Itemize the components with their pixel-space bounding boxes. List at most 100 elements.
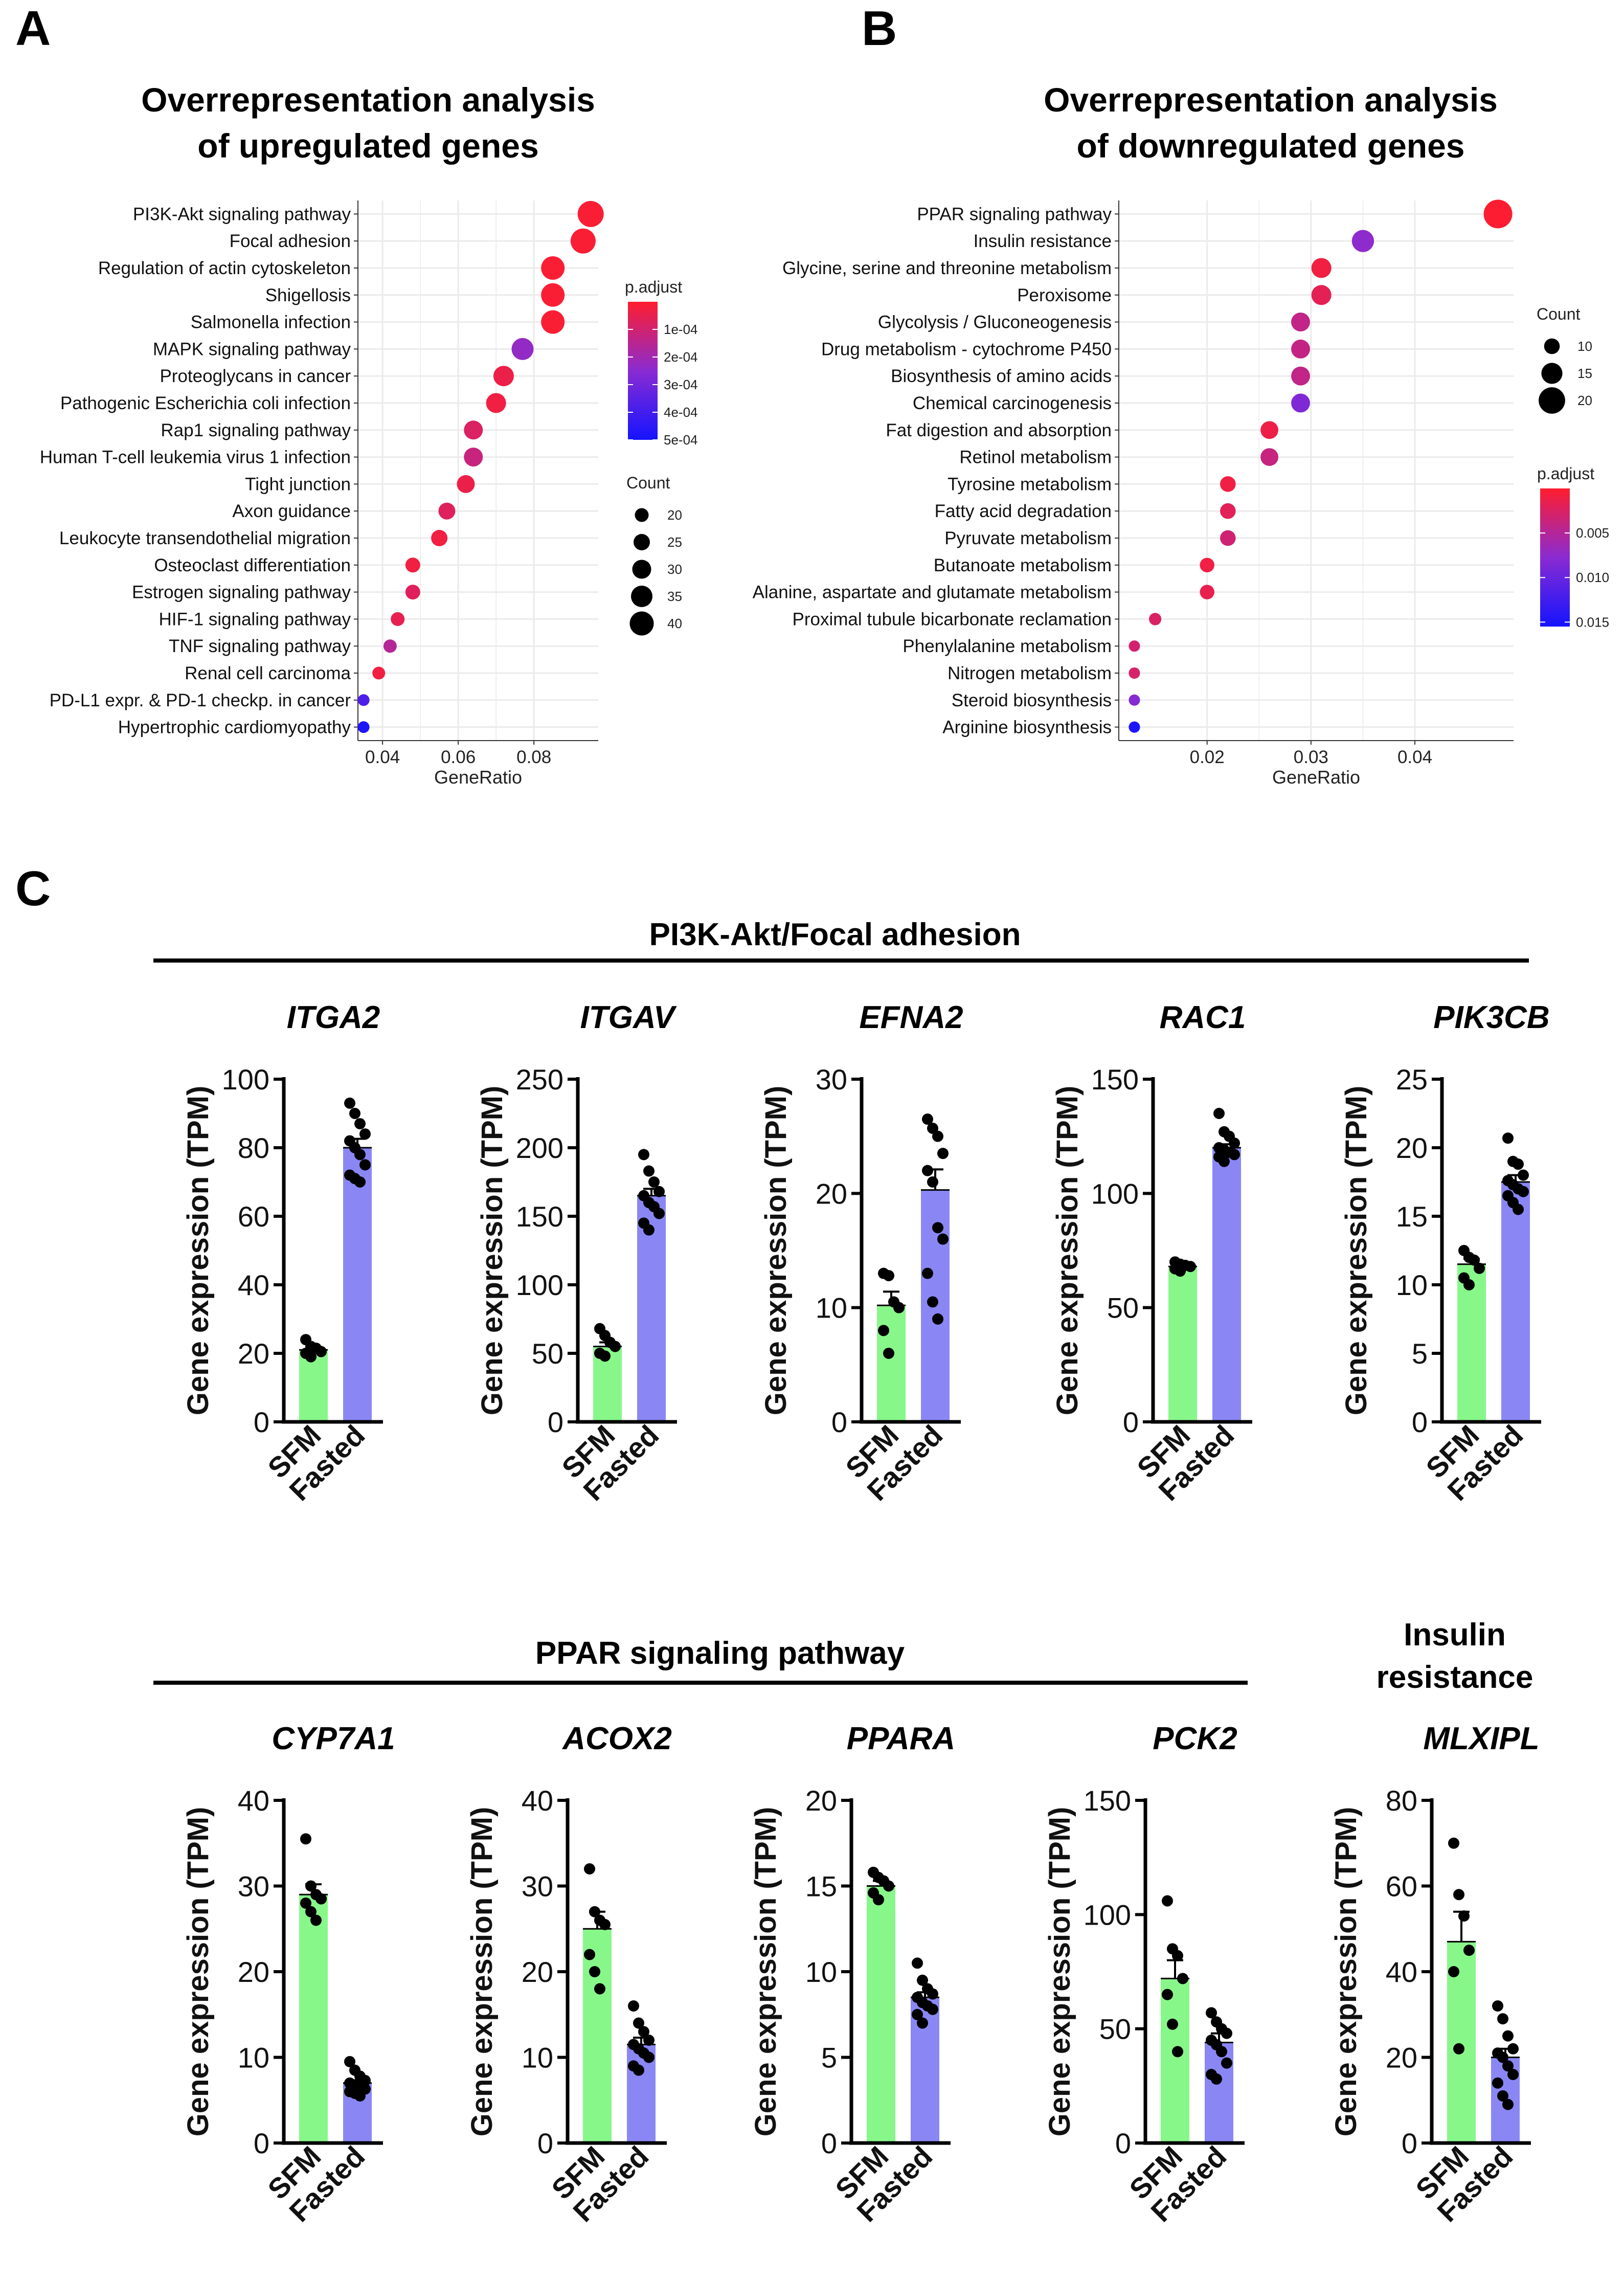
data-point [594,1983,605,1995]
term-label: Hypertrophic cardiomyopathy [118,718,351,738]
term-dot [383,639,397,653]
color-legend-label: 3e-04 [664,377,698,392]
term-dot [1220,476,1236,492]
y-tick-label: 100 [1091,1177,1139,1210]
data-point [1518,1169,1529,1181]
data-point [310,1914,322,1926]
color-legend-bar [1540,488,1570,627]
gene-name: PIK3CB [1433,1000,1549,1035]
y-tick-label: 250 [516,1063,563,1096]
data-point [359,1159,371,1171]
data-point [1229,1149,1240,1161]
plot-background [1119,200,1514,741]
term-dot [1291,313,1310,332]
panel-a-letter: A [15,1,51,56]
bar-fasted [1205,2042,1233,2143]
dotplot-upregulated: PI3K-Akt signaling pathway Focal adhesion… [40,200,698,788]
y-tick-label: 150 [1084,1784,1131,1817]
y-tick-label: 25 [1396,1063,1428,1096]
data-point [1185,1261,1196,1273]
size-legend-dot [635,508,649,522]
y-tick-label: 80 [238,1132,269,1164]
term-label: Butanoate metabolism [934,555,1112,575]
section-insulin-title-line1: Insulin [1404,1617,1506,1653]
color-legend-label: 2e-04 [664,349,698,365]
data-point [917,2017,928,2029]
data-point [927,2003,938,2015]
y-axis-label: Gene expression (TPM) [749,1807,782,2137]
data-point [1221,2057,1232,2069]
y-tick-label: 100 [1084,1899,1131,1931]
panel-c-letter: C [15,861,51,916]
y-tick-label: 0 [1123,1406,1139,1438]
data-point [1172,1950,1183,1961]
data-point [300,1833,311,1845]
data-point [633,2017,644,2029]
term-dot [391,612,405,626]
y-tick-label: 10 [238,2042,269,2074]
term-dot [1129,694,1140,706]
size-legend-label: 20 [667,507,682,523]
term-label: Human T-cell leukemia virus 1 infection [40,448,351,467]
panel-a-title-line1: Overrepresentation analysis [141,81,595,119]
color-legend-label: 0.005 [1576,525,1609,541]
y-tick-label: 0 [1412,1406,1428,1438]
term-label: Fatty acid degradation [935,501,1112,521]
term-dot [357,694,370,706]
y-tick-label: 5 [821,2042,837,2074]
data-point [1469,1254,1480,1266]
term-dot [1311,285,1332,305]
data-point [932,1222,943,1234]
term-label: Proximal tubule bicarbonate reclamation [793,609,1112,629]
size-legend-dot [1544,338,1560,354]
color-legend-label: 0.015 [1576,614,1609,630]
term-dot [486,393,506,413]
color-legend-label: 0.010 [1576,570,1609,585]
y-axis-label: Gene expression (TPM) [1340,1086,1373,1416]
gene-name: PCK2 [1153,1721,1237,1756]
term-dot [1483,199,1513,229]
panel-b-letter: B [862,1,897,56]
bar-fasted [1501,1182,1530,1422]
gene-name: ITGAV [580,1000,677,1035]
data-point [638,2026,649,2038]
term-label: Tight junction [245,474,351,494]
term-label: Salmonella infection [191,313,351,332]
data-point [1492,2077,1503,2089]
data-point [922,1267,933,1279]
term-dot [541,310,565,334]
data-point [1219,1155,1230,1167]
y-tick-label: 10 [816,1292,847,1324]
data-point [599,1918,611,1930]
term-label: PD-L1 expr. & PD-1 checkp. in cancer [50,690,351,710]
y-tick-label: 40 [1386,1956,1417,1988]
term-label: Biosynthesis of amino acids [891,366,1112,386]
term-label: Chemical carcinogenesis [913,393,1112,413]
term-dot [1311,258,1332,278]
y-tick-label: 0 [821,2127,837,2159]
term-dot [1291,366,1310,386]
data-point [1162,1989,1173,2000]
y-tick-label: 10 [805,1956,837,1988]
size-legend-label: 15 [1577,366,1592,381]
term-dot [405,585,420,600]
y-axis-label: Gene expression (TPM) [1043,1807,1076,2137]
x-axis-label: GeneRatio [434,767,522,788]
term-label: Alanine, aspartate and glutamate metabol… [753,583,1112,603]
y-axis-label: Gene expression (TPM) [476,1086,509,1416]
data-point [1507,2069,1519,2080]
data-point [584,1863,595,1875]
data-point [1463,1279,1475,1290]
gene-name: ACOX2 [561,1721,672,1756]
size-legend-dot [629,611,654,636]
y-tick-label: 0 [537,2127,553,2159]
data-point [1206,2007,1217,2019]
term-dot [1129,721,1140,733]
data-point [1453,1889,1464,1901]
data-point [1172,2046,1183,2058]
data-point [1502,2030,1514,2042]
color-legend-title: p.adjust [625,278,682,296]
y-tick-label: 10 [522,2042,553,2074]
data-point [1177,1973,1188,1984]
